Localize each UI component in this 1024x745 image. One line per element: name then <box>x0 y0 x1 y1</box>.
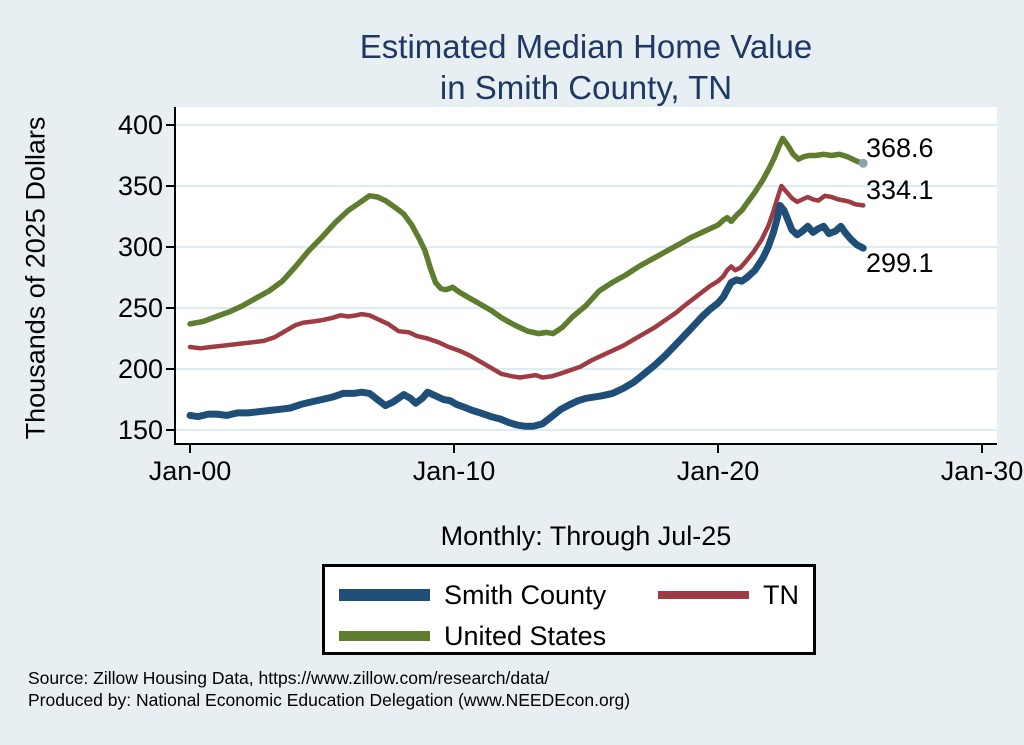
y-tick-250: 250 <box>117 293 163 323</box>
legend-swatch-smith-county <box>339 589 430 601</box>
axes <box>166 107 997 453</box>
y-tick-150: 150 <box>117 415 163 445</box>
title-line-1: Estimated Median Home Value <box>359 28 813 65</box>
source-note: Source: Zillow Housing Data, https://www… <box>28 667 630 711</box>
legend-label-tn: TN <box>763 580 799 610</box>
legend: Smith County TN United States <box>322 564 816 655</box>
x-tick-jan20: Jan-20 <box>676 456 760 486</box>
legend-swatch-united-states <box>339 631 430 641</box>
x-tick-jan10: Jan-10 <box>412 456 496 486</box>
end-label-tn: 334.1 <box>866 175 934 205</box>
x-tick-jan00: Jan-00 <box>148 456 232 486</box>
source-line-1: Source: Zillow Housing Data, https://www… <box>28 668 550 688</box>
y-tick-300: 300 <box>117 232 163 262</box>
end-label-smith-county: 299.1 <box>866 248 934 278</box>
series-line-tn <box>187 183 866 380</box>
title-line-2: in Smith County, TN <box>439 69 733 106</box>
end-label-united-states: 368.6 <box>866 133 934 163</box>
series-end-dot-united-states <box>858 158 868 168</box>
y-tick-350: 350 <box>117 171 163 201</box>
y-tick-200: 200 <box>117 354 163 384</box>
series-line-smith-county <box>186 202 867 430</box>
y-tick-400: 400 <box>117 110 163 140</box>
legend-label-smith-county: Smith County <box>444 580 607 610</box>
series-line-united-states <box>187 135 866 337</box>
x-tick-jan30: Jan-30 <box>940 456 1024 486</box>
source-line-2: Produced by: National Economic Education… <box>28 690 631 710</box>
series-lines <box>186 135 868 430</box>
y-axis-title: Thousands of 2025 Dollars <box>20 116 51 440</box>
x-axis-subtitle: Monthly: Through Jul-25 <box>440 521 732 551</box>
page-title: Estimated Median Home Value in Smith Cou… <box>186 26 986 108</box>
legend-swatch-tn <box>658 591 749 599</box>
legend-label-united-states: United States <box>444 621 607 651</box>
